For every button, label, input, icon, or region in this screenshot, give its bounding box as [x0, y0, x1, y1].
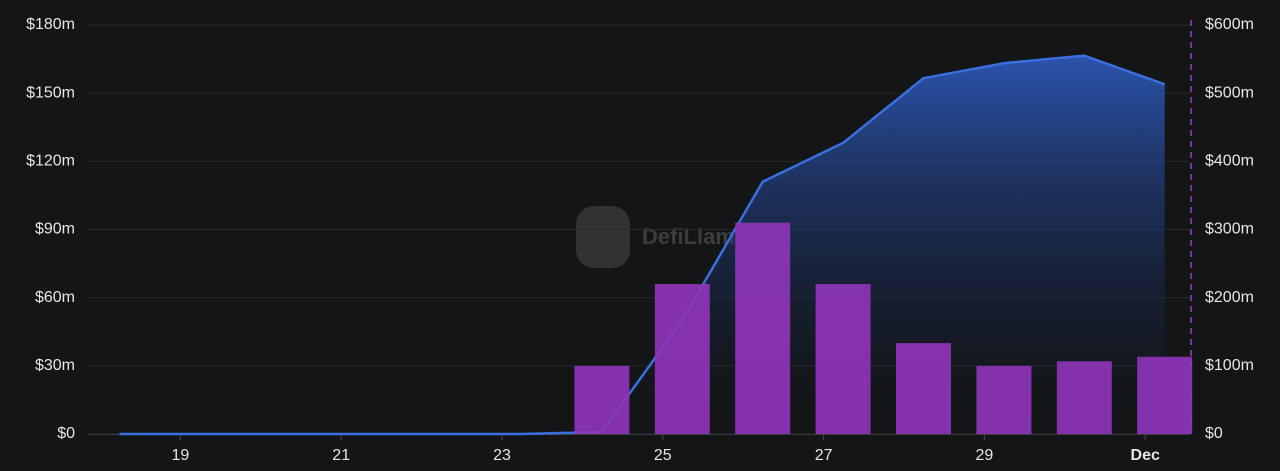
y2-tick-label: $300m	[1205, 221, 1254, 238]
x-tick-label: Dec	[1131, 447, 1160, 464]
y2-tick-label: $200m	[1205, 289, 1254, 306]
area	[119, 55, 1165, 435]
x-tick-label: 29	[976, 447, 994, 464]
bar	[654, 284, 710, 434]
y2-tick-label: $0	[1205, 425, 1223, 442]
y-tick-label: $180m	[26, 16, 75, 33]
x-tick-label: 19	[172, 447, 190, 464]
x-tick-label: 27	[815, 447, 833, 464]
y-tick-label: $120m	[26, 153, 75, 170]
bar	[896, 343, 951, 434]
x-tick-label: 25	[654, 447, 672, 464]
bar	[976, 365, 1032, 434]
y-tick-label: $150m	[26, 84, 75, 101]
bar	[1056, 361, 1112, 434]
y2-tick-label: $100m	[1205, 357, 1254, 374]
y-tick-label: $30m	[35, 357, 75, 374]
y-tick-label: $0	[57, 425, 75, 442]
watermark-logo	[576, 206, 630, 268]
x-tick-label: 23	[493, 447, 511, 464]
x-tick-label: 21	[332, 447, 350, 464]
bar	[815, 284, 871, 434]
bar	[735, 222, 791, 434]
y-tick-label: $90m	[35, 221, 75, 238]
bar	[574, 365, 630, 434]
y2-tick-label: $400m	[1205, 153, 1254, 170]
y-tick-label: $60m	[35, 289, 75, 306]
bar	[1137, 356, 1193, 434]
y2-tick-label: $500m	[1205, 84, 1254, 101]
y2-tick-label: $600m	[1205, 16, 1254, 33]
line	[119, 54, 1166, 436]
